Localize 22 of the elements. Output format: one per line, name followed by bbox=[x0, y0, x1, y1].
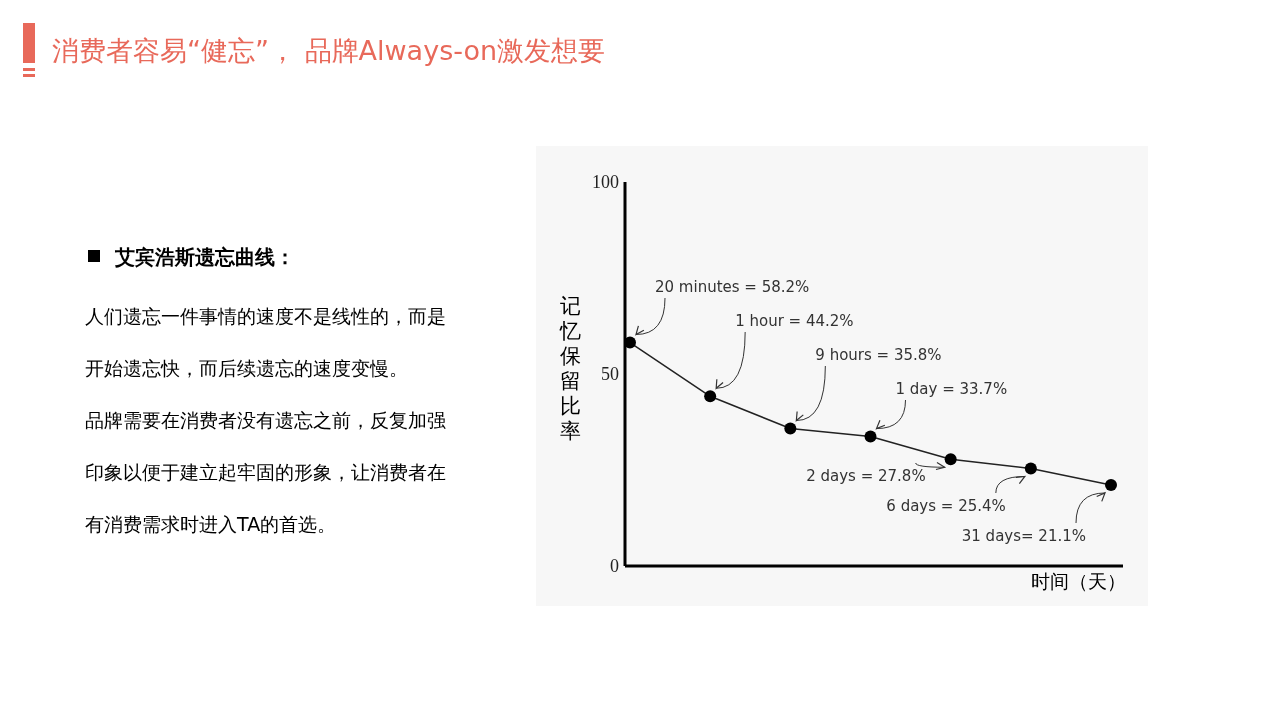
text: 艾宾浩斯遗忘曲线： bbox=[114, 245, 295, 269]
point bbox=[784, 422, 797, 435]
data-label: 6 days = 25.4% bbox=[886, 497, 1006, 515]
text: 人们遗忘一件事情的速度不是线性的，而是开始遗忘快，而后续遗忘的速度变慢。 bbox=[85, 305, 446, 379]
point bbox=[944, 453, 957, 466]
y-tick-label: 100 bbox=[592, 172, 619, 192]
y-axis-title: 记忆保留比率 bbox=[558, 294, 581, 443]
data-label: 2 days = 27.8% bbox=[806, 467, 926, 485]
point bbox=[1105, 478, 1117, 491]
x-axis-title: 时间（天） bbox=[1030, 570, 1126, 592]
data-label: 31 days= 21.1% bbox=[961, 527, 1086, 545]
point bbox=[864, 430, 877, 443]
data-label: 9 hours = 35.8% bbox=[815, 346, 942, 364]
y-tick-label: 50 bbox=[601, 364, 619, 384]
text: 消费者容易“健忘”， 品牌Always-on激发想要 bbox=[52, 35, 606, 66]
y-tick-label: 0 bbox=[610, 556, 619, 576]
data-label: 1 day = 33.7% bbox=[895, 380, 1008, 398]
point bbox=[1024, 462, 1037, 475]
point bbox=[704, 390, 717, 403]
data-label: 1 hour = 44.2% bbox=[735, 312, 854, 330]
data-label: 20 minutes = 58.2% bbox=[655, 278, 810, 296]
text: 品牌需要在消费者没有遗忘之前，反复加强印象以便于建立起牢固的形象，让消费者在有消费需求时进入TA的首选。 bbox=[85, 409, 446, 535]
